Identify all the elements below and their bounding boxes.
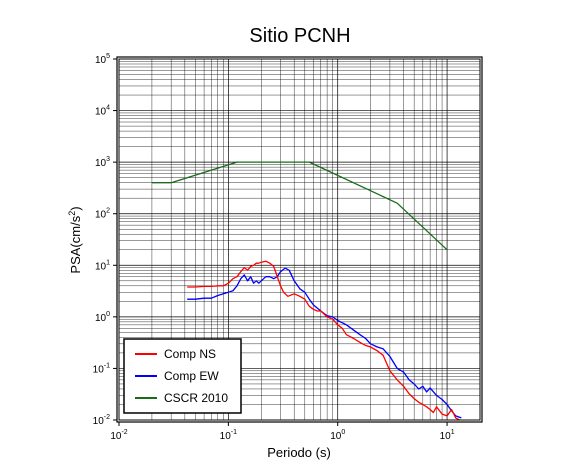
x-tick-base: 10 (220, 431, 232, 442)
y-tick-label: 10-2 (93, 414, 110, 427)
y-tick-label: 102 (95, 208, 110, 221)
y-tick-label: 103 (95, 156, 110, 169)
y-tick-label: 104 (95, 105, 110, 118)
y-tick-label: 105 (95, 53, 110, 66)
y-tick-base: 10 (95, 313, 107, 324)
chart-title: Sitio PCNH (249, 25, 350, 47)
series-line-comp-ew (187, 267, 462, 419)
series-layer (151, 161, 462, 421)
series-line-cscr-2010 (151, 161, 448, 251)
x-tick-label: 101 (440, 429, 455, 442)
y-tick-label: 10-1 (93, 362, 110, 375)
y-axis-label-end: ) (68, 206, 83, 210)
x-tick-exponent: 1 (451, 429, 455, 436)
y-tick-label: 100 (95, 311, 110, 324)
y-tick-label: 101 (95, 259, 110, 272)
x-tick-exponent: -1 (231, 429, 237, 436)
legend-label: Comp NS (164, 347, 216, 361)
x-tick-label: 10-2 (110, 429, 127, 442)
x-axis-label: Periodo (s) (267, 445, 331, 460)
y-tick-exponent: 5 (106, 53, 110, 60)
y-tick-exponent: 1 (106, 259, 110, 266)
y-axis-label: PSA(cm/s2) (67, 206, 83, 273)
x-tick-exponent: -2 (121, 429, 127, 436)
y-axis-label-exp: 2 (67, 211, 77, 216)
y-tick-exponent: 0 (106, 311, 110, 318)
y-tick-base: 10 (95, 107, 107, 118)
y-tick-base: 10 (95, 158, 107, 169)
y-tick-base: 10 (93, 416, 105, 427)
y-tick-exponent: 4 (106, 105, 110, 112)
x-tick-base: 10 (440, 431, 452, 442)
y-tick-exponent: 2 (106, 208, 110, 215)
x-tick-label: 10-1 (220, 429, 237, 442)
y-tick-base: 10 (95, 210, 107, 221)
frame-inner (118, 58, 481, 421)
plot-frame (116, 56, 483, 423)
y-tick-exponent: -1 (104, 362, 110, 369)
x-tick-base: 10 (110, 431, 122, 442)
legend: Comp NS Comp EW CSCR 2010 (123, 338, 242, 414)
y-tick-base: 10 (95, 55, 107, 66)
legend-label: CSCR 2010 (164, 391, 228, 405)
x-tick-label: 100 (330, 429, 345, 442)
y-tick-base: 10 (93, 364, 105, 375)
y-axis-label-base: PSA(cm/s (68, 215, 83, 273)
frame-outer (116, 56, 483, 423)
y-tick-base: 10 (95, 261, 107, 272)
y-tick-exponent: 3 (106, 156, 110, 163)
legend-label: Comp EW (164, 369, 219, 383)
x-tick-base: 10 (330, 431, 342, 442)
y-tick-exponent: -2 (104, 414, 110, 421)
series-line-comp-ns (187, 260, 460, 421)
x-tick-exponent: 0 (341, 429, 345, 436)
